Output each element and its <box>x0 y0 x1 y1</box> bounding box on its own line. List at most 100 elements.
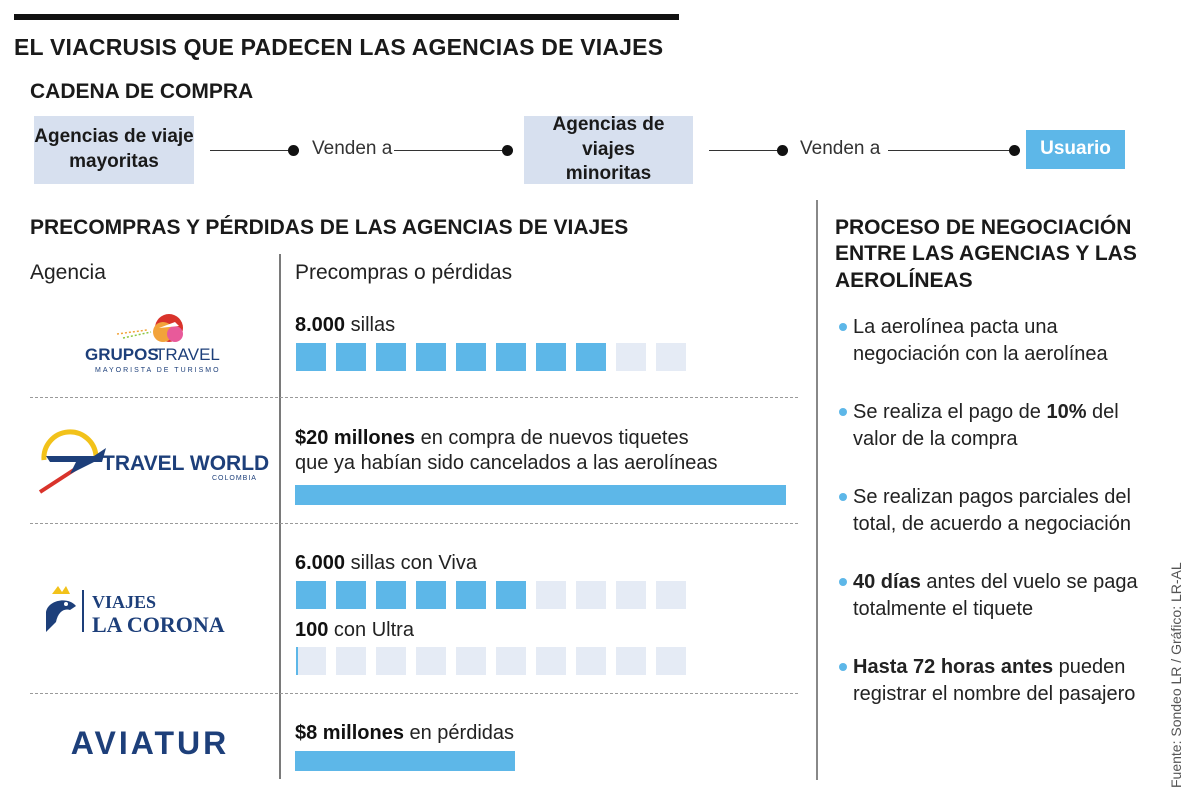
seat-square-empty <box>496 647 526 675</box>
aviatur-logo-text: AVIATUR <box>70 724 230 761</box>
grupos-travel-logo-sub: MAYORISTA DE TURISMO <box>95 367 221 374</box>
bullet-text: antes del vuelo se paga totalmente el ti… <box>853 571 1138 620</box>
seat-square-filled <box>456 581 486 609</box>
negociacion-list: La aerolínea pacta una negociación con l… <box>835 314 1155 739</box>
seat-square-empty <box>616 581 646 609</box>
seat-square-filled <box>496 581 526 609</box>
row3-value: 6.000 <box>295 552 346 574</box>
seat-square-filled <box>296 581 326 609</box>
chain-box-mayoristas-line1: Agencias de viaje <box>34 126 194 148</box>
chain-line <box>210 150 292 151</box>
seat-square-filled <box>336 343 366 371</box>
aviatur-logo: AVIATUR <box>50 718 250 768</box>
row2-text2: que ya habían sido cancelados a las aero… <box>295 452 718 474</box>
seat-square-empty <box>656 343 686 371</box>
row1-label: 8.000 sillas <box>295 313 395 338</box>
row2-bar <box>295 485 786 505</box>
chain-box-minoritas-line1: Agencias de viajes <box>552 113 665 160</box>
row1-value: 8.000 <box>295 314 346 336</box>
seat-square-filled <box>376 581 406 609</box>
chain-dot <box>777 145 788 156</box>
seat-square-partial <box>296 647 326 675</box>
seat-square-filled <box>496 343 526 371</box>
chain-line <box>888 150 1012 151</box>
bullet-text: Se realiza el pago de <box>853 401 1047 423</box>
page-title: EL VIACRUSIS QUE PADECEN LAS AGENCIAS DE… <box>14 34 664 60</box>
list-item: Hasta 72 horas antes pueden registrar el… <box>835 654 1155 708</box>
row-divider <box>30 693 798 694</box>
sell-label: Venden a <box>800 138 881 159</box>
list-item: La aerolínea pacta una negociación con l… <box>835 314 1155 368</box>
viajes-la-corona-logo-text2: LA CORONA <box>92 612 225 637</box>
list-item: Se realiza el pago de 10% del valor de l… <box>835 399 1155 453</box>
row2-text: en compra de nuevos tiquetes <box>415 427 689 449</box>
seat-square-filled <box>336 581 366 609</box>
top-rule <box>14 14 679 20</box>
viajes-la-corona-logo-mark: VIAJES LA CORONA <box>46 586 225 637</box>
negociacion-title-line2: ENTRE LAS AGENCIAS Y LAS <box>835 242 1137 266</box>
seat-square-empty <box>416 647 446 675</box>
bullet-text: La aerolínea pacta una negociación con l… <box>853 316 1108 365</box>
row3-value2: 100 <box>295 619 329 641</box>
seat-square-filled <box>456 343 486 371</box>
seat-square-filled <box>536 343 566 371</box>
seat-square-empty <box>616 343 646 371</box>
chain-box-mayoristas-line2: mayoritas <box>69 151 159 172</box>
row4-value: $8 millones <box>295 722 404 744</box>
seat-square-filled <box>296 343 326 371</box>
bullet-text: pueden registrar el nombre del pasajero <box>853 656 1136 705</box>
row2-label: $20 millones en compra de nuevos tiquete… <box>295 426 718 476</box>
row-divider <box>30 397 798 398</box>
grupos-travel-logo-text2: TRAVEL <box>155 345 220 364</box>
negociacion-title-line1: PROCESO DE NEGOCIACIÓN <box>835 216 1132 239</box>
viajes-la-corona-logo-text: VIAJES <box>92 592 156 612</box>
grupos-travel-logo: GRUPOS TRAVEL MAYORISTA DE TURISMO <box>60 300 250 380</box>
seat-square-filled <box>416 581 446 609</box>
row3-squares-viva <box>296 581 686 609</box>
bullet-bold: 10% <box>1046 401 1087 423</box>
bullet-text: Se realizan pagos parciales del total, d… <box>853 486 1131 535</box>
seat-square-empty <box>536 581 566 609</box>
sell-label: Venden a <box>312 138 393 159</box>
row3-text: sillas con Viva <box>345 552 477 574</box>
negociacion-title-line3: AEROLÍNEAS <box>835 268 973 292</box>
row1-text: sillas <box>345 314 396 336</box>
negociacion-title: PROCESO DE NEGOCIACIÓN ENTRE LAS AGENCIA… <box>835 215 1137 294</box>
row-divider <box>30 523 798 524</box>
section-divider <box>816 200 818 780</box>
grupos-travel-logo-text: GRUPOS <box>85 345 159 364</box>
seat-square-filled <box>576 343 606 371</box>
bullet-bold: Hasta 72 horas antes <box>853 656 1054 678</box>
seat-square-empty <box>336 647 366 675</box>
col-value-header: Precompras o pérdidas <box>295 261 513 284</box>
seat-square-filled <box>416 343 446 371</box>
seat-square-empty <box>656 647 686 675</box>
seat-square-empty <box>376 647 406 675</box>
row3-text2: con Ultra <box>328 619 414 641</box>
seat-square-empty <box>656 581 686 609</box>
chain-dot <box>288 145 299 156</box>
list-item: Se realizan pagos parciales del total, d… <box>835 484 1155 538</box>
chain-title: CADENA DE COMPRA <box>30 80 254 103</box>
grupos-travel-logo-mark: GRUPOS TRAVEL MAYORISTA DE TURISMO <box>85 314 221 374</box>
row4-bar <box>295 751 515 771</box>
column-divider <box>279 254 281 779</box>
travel-world-logo-mark: TRAVEL WORLD COLOMBIA <box>38 429 269 494</box>
chain-box-usuario: Usuario <box>1026 130 1125 169</box>
row2-value: $20 millones <box>295 427 416 449</box>
seat-square-empty <box>616 647 646 675</box>
seat-square-empty <box>456 647 486 675</box>
source-credit: Fuente: Sondeo LR / Gráfico: LR-AL <box>1168 562 1184 788</box>
chain-dot <box>502 145 513 156</box>
travel-world-logo: TRAVEL WORLD COLOMBIA <box>34 425 274 495</box>
viajes-la-corona-logo: VIAJES LA CORONA <box>34 580 274 640</box>
precompras-title: PRECOMPRAS Y PÉRDIDAS DE LAS AGENCIAS DE… <box>30 216 629 239</box>
row4-text: en pérdidas <box>403 722 515 744</box>
bullet-bold: 40 días <box>853 571 921 593</box>
row3-squares-ultra <box>296 647 686 675</box>
chain-line <box>709 150 781 151</box>
travel-world-logo-sub: COLOMBIA <box>212 475 257 482</box>
row1-squares <box>296 343 686 371</box>
col-agency-header: Agencia <box>30 261 106 284</box>
row3-label: 6.000 sillas con Viva <box>295 551 477 576</box>
